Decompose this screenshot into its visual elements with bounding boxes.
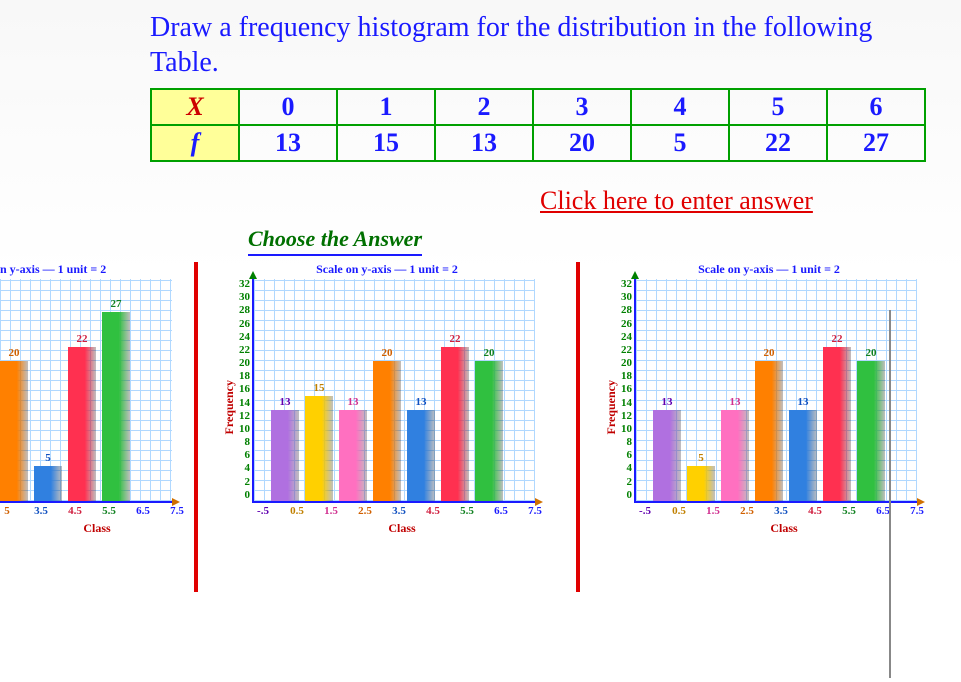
table-cell-f: 5 <box>631 125 729 161</box>
table-cell-f: 13 <box>435 125 533 161</box>
bar-value-label: 20 <box>755 347 783 359</box>
bar: 13 <box>789 410 817 501</box>
table-row-f: f 1315132052227 <box>151 125 925 161</box>
bar-value-label: 20 <box>373 347 401 359</box>
bar-value-label: 13 <box>407 396 435 408</box>
x-axis-arrow-icon <box>917 498 925 506</box>
table-cell-x: 2 <box>435 89 533 125</box>
x-axis-label: Class <box>252 521 552 536</box>
y-axis-label: Frequency <box>222 380 237 434</box>
table-header-x: X <box>151 89 239 125</box>
bar: 13 <box>653 410 681 501</box>
bar: 20 <box>475 361 503 501</box>
charts-row: n y-axis — 1 unit = 2205222753.54.55.56.… <box>0 262 961 592</box>
bar: 15 <box>305 396 333 501</box>
bar-value-label: 13 <box>789 396 817 408</box>
chart-separator <box>194 262 198 592</box>
bar: 13 <box>271 410 299 501</box>
bar: 20 <box>373 361 401 501</box>
table-row-x: X 0123456 <box>151 89 925 125</box>
table-cell-x: 4 <box>631 89 729 125</box>
chart-a[interactable]: n y-axis — 1 unit = 2205222753.54.55.56.… <box>0 262 170 592</box>
table-cell-x: 0 <box>239 89 337 125</box>
chart-scale-title: Scale on y-axis — 1 unit = 2 <box>222 262 552 277</box>
bar-value-label: 13 <box>653 396 681 408</box>
chart-c[interactable]: Scale on y-axis — 1 unit = 2 Frequency024… <box>604 262 934 592</box>
table-cell-x: 5 <box>729 89 827 125</box>
plot-area: 1351320132220 <box>634 279 917 503</box>
y-axis-ticks: 02468101214161820222426283032 <box>621 279 634 503</box>
table-cell-f: 22 <box>729 125 827 161</box>
bar: 5 <box>34 466 62 501</box>
panel-right-border <box>889 310 891 678</box>
bar: 22 <box>68 347 96 501</box>
table-cell-f: 15 <box>337 125 435 161</box>
chart-scale-title: n y-axis — 1 unit = 2 <box>0 262 170 277</box>
table-cell-f: 13 <box>239 125 337 161</box>
chart-scale-title: Scale on y-axis — 1 unit = 2 <box>604 262 934 277</box>
bar-value-label: 20 <box>857 347 885 359</box>
bar-value-label: 27 <box>102 298 130 310</box>
bar: 27 <box>102 312 130 501</box>
plot-area: 2052227 <box>0 279 172 503</box>
bar: 22 <box>823 347 851 501</box>
bar-value-label: 13 <box>721 396 749 408</box>
bar-value-label: 20 <box>475 347 503 359</box>
bar: 20 <box>0 361 28 501</box>
bar-value-label: 13 <box>339 396 367 408</box>
x-axis-ticks: 53.54.55.56.57.5 <box>0 505 194 517</box>
bar-value-label: 13 <box>271 396 299 408</box>
x-axis-ticks: -.50.51.52.53.54.55.56.57.5 <box>246 505 552 517</box>
bar-value-label: 5 <box>34 452 62 464</box>
bar: 5 <box>687 466 715 501</box>
bar-value-label: 5 <box>687 452 715 464</box>
bar-value-label: 15 <box>305 382 333 394</box>
bar: 22 <box>441 347 469 501</box>
x-axis-arrow-icon <box>535 498 543 506</box>
table-cell-x: 1 <box>337 89 435 125</box>
table-cell-x: 6 <box>827 89 925 125</box>
bar: 20 <box>755 361 783 501</box>
table-cell-f: 20 <box>533 125 631 161</box>
x-axis-label: Class <box>0 521 194 536</box>
bar-value-label: 22 <box>68 333 96 345</box>
table-cell-f: 27 <box>827 125 925 161</box>
bar: 13 <box>339 410 367 501</box>
chart-b[interactable]: Scale on y-axis — 1 unit = 2 Frequency024… <box>222 262 552 592</box>
y-axis-arrow-icon <box>249 271 257 279</box>
y-axis-arrow-icon <box>631 271 639 279</box>
bar-value-label: 22 <box>823 333 851 345</box>
x-axis-arrow-icon <box>172 498 180 506</box>
choose-answer-heading: Choose the Answer <box>248 226 422 256</box>
y-axis-ticks: 02468101214161820222426283032 <box>239 279 252 503</box>
table-header-f: f <box>151 125 239 161</box>
plot-area: 13151320132220 <box>252 279 535 503</box>
chart-separator <box>576 262 580 592</box>
table-cell-x: 3 <box>533 89 631 125</box>
bar: 13 <box>721 410 749 501</box>
bar: 20 <box>857 361 885 501</box>
bar-value-label: 22 <box>441 333 469 345</box>
enter-answer-link[interactable]: Click here to enter answer <box>540 186 961 216</box>
frequency-table: X 0123456 f 1315132052227 <box>150 88 926 162</box>
y-axis-label: Frequency <box>604 380 619 434</box>
question-prompt: Draw a frequency histogram for the distr… <box>150 10 921 80</box>
bar: 13 <box>407 410 435 501</box>
bar-value-label: 20 <box>0 347 28 359</box>
